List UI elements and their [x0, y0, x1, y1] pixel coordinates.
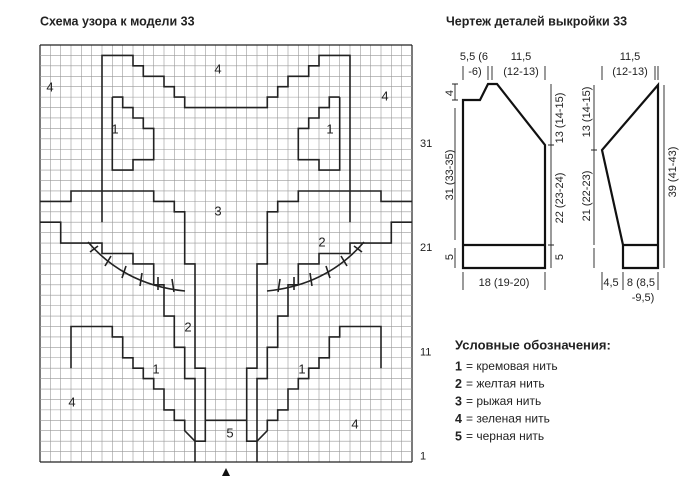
eye	[266, 241, 365, 292]
outline	[194, 419, 226, 462]
dimension-lines	[452, 66, 665, 290]
row-label: 1	[420, 451, 426, 463]
legend-number: 1	[455, 359, 462, 373]
dim-label: 4	[444, 90, 456, 96]
legend-text: = кремовая нить	[466, 359, 558, 373]
outline	[101, 54, 226, 223]
dim-label: 21 (22-23)	[581, 171, 593, 222]
legend-title: Условные обозначения:	[455, 337, 611, 352]
legend-text: = зеленая нить	[466, 412, 550, 426]
eye	[87, 241, 186, 292]
dim-label: 8 (8,5	[627, 277, 655, 289]
dim-label: 5,5 (6	[460, 51, 488, 63]
region-label: 4	[214, 61, 221, 76]
row-label: 31	[420, 138, 432, 150]
back-piece	[461, 82, 547, 270]
region-label: 3	[214, 203, 221, 218]
chart-title: Схема узора к модели 33	[40, 14, 195, 28]
dim-label: -9,5)	[632, 292, 655, 304]
region-label: 4	[381, 88, 388, 103]
row-label: 21	[420, 242, 432, 254]
legend: 1 = кремовая нить 2 = желтая нить 3 = рыжая н…	[455, 359, 558, 443]
legend-text: = желтая нить	[466, 377, 545, 391]
dim-label: 39 (41-43)	[667, 147, 679, 198]
dim-label: 5	[444, 254, 456, 260]
outline	[40, 221, 196, 442]
outline	[226, 54, 351, 223]
pattern-outline	[40, 54, 412, 462]
region-label: 4	[68, 394, 75, 409]
dim-label: 13 (14-15)	[581, 87, 593, 138]
outline	[245, 190, 412, 421]
center-marker	[222, 468, 230, 476]
sleeve-piece	[600, 82, 660, 270]
legend-text: = рыжая нить	[466, 394, 541, 408]
legend-number: 5	[455, 429, 462, 443]
legend-text: = черная нить	[466, 429, 544, 443]
outline	[226, 419, 258, 462]
region-label: 1	[152, 361, 159, 376]
dim-label: 11,5	[511, 51, 532, 63]
outline	[256, 325, 382, 442]
region-label: 5	[226, 425, 233, 440]
legend-number: 3	[455, 394, 462, 408]
outline	[111, 96, 155, 171]
region-label: 1	[111, 121, 118, 136]
dim-label: 31 (33-35)	[444, 150, 456, 201]
dim-label: (12-13)	[503, 66, 538, 78]
dim-label: 5	[554, 254, 566, 260]
dim-label: (12-13)	[612, 66, 647, 78]
dim-label: -6)	[468, 66, 481, 78]
dim-label: 13 (14-15)	[554, 93, 566, 144]
legend-number: 4	[455, 412, 462, 426]
dim-label: 18 (19-20)	[479, 277, 530, 289]
region-label: 2	[318, 234, 325, 249]
eyes	[87, 241, 365, 293]
region-label: 1	[326, 121, 333, 136]
row-label: 11	[420, 346, 431, 358]
legend-number: 2	[455, 377, 462, 391]
region-label: 4	[46, 79, 53, 94]
region-label: 4	[351, 416, 358, 431]
drawing-title: Чертеж деталей выкройки 33	[446, 14, 627, 28]
outline	[297, 96, 341, 171]
eyelashes	[89, 245, 363, 293]
outline	[256, 221, 412, 442]
dim-label: 22 (23-24)	[554, 173, 566, 224]
region-label: 2	[184, 319, 191, 334]
dim-label: 4,5	[603, 277, 618, 289]
dim-label: 11,5	[620, 51, 641, 63]
outline	[70, 325, 196, 442]
region-label: 1	[298, 361, 305, 376]
outline	[40, 190, 207, 421]
